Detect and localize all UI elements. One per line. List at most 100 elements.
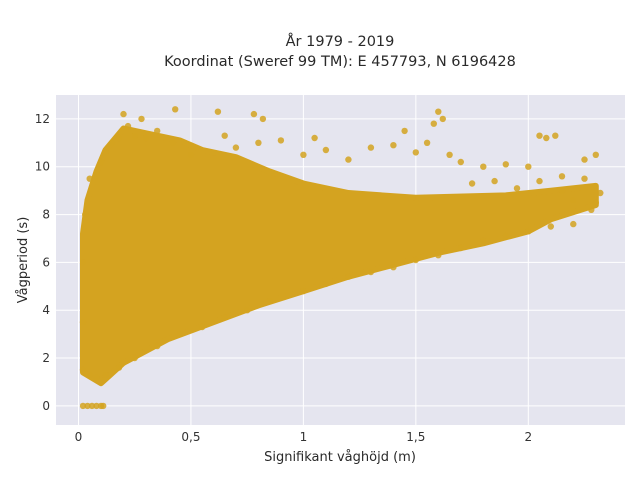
y-tick-label: 12 [35, 112, 50, 126]
data-point [552, 132, 559, 139]
data-point [169, 139, 177, 146]
data-point [142, 134, 150, 142]
data-point [97, 158, 105, 166]
data-point [430, 120, 437, 127]
data-point [502, 161, 509, 168]
data-point [491, 177, 498, 185]
data-point [131, 132, 138, 139]
x-tick-label: 0,5 [181, 430, 200, 444]
data-point [93, 402, 100, 410]
data-point [435, 252, 442, 259]
data-point [266, 297, 273, 304]
data-point [547, 223, 554, 230]
data-point [88, 402, 96, 410]
data-point [468, 180, 476, 187]
data-point [345, 273, 352, 280]
data-point [597, 189, 604, 197]
data-point [255, 139, 262, 146]
y-tick-label: 10 [35, 160, 50, 174]
data-point [311, 134, 318, 142]
x-axis-label: Signifikant våghöjd (m) [264, 450, 416, 465]
data-point [214, 108, 222, 115]
data-point [124, 122, 132, 130]
data-point [581, 156, 588, 163]
data-point [79, 319, 87, 326]
data-point [102, 371, 109, 378]
data-point [82, 211, 89, 218]
chart-title-line1: År 1979 - 2019 [286, 33, 395, 50]
data-point [221, 132, 228, 139]
data-point [570, 197, 577, 204]
data-point [592, 151, 599, 158]
data-point [322, 146, 330, 154]
data-point [115, 134, 123, 142]
data-point [390, 142, 397, 149]
data-point [588, 206, 595, 213]
data-point [79, 366, 87, 374]
data-point [232, 144, 240, 151]
data-point [446, 151, 453, 158]
data-point [439, 115, 446, 123]
data-point [367, 268, 375, 276]
data-point [199, 323, 206, 331]
data-point [581, 175, 588, 182]
data-point [457, 244, 464, 252]
data-point [525, 163, 532, 170]
data-point [187, 151, 195, 158]
data-point [558, 173, 566, 180]
data-point [592, 199, 599, 206]
data-point [172, 106, 179, 113]
data-point [102, 149, 109, 156]
data-point [513, 185, 521, 192]
data-point [401, 127, 408, 135]
data-point [322, 280, 330, 288]
data-point [109, 139, 116, 146]
data-point [120, 110, 127, 118]
x-tick-label: 0 [75, 430, 83, 444]
data-point [345, 156, 352, 163]
data-point [502, 232, 509, 240]
data-point [154, 342, 161, 350]
data-point [300, 151, 307, 158]
data-point [100, 402, 107, 410]
data-point [93, 374, 100, 381]
y-tick-label: 0 [42, 399, 50, 413]
data-point [221, 314, 228, 321]
data-point [300, 287, 307, 295]
y-axis-label: Vågperiod (s) [16, 217, 31, 304]
data-point [536, 132, 543, 139]
data-point [176, 330, 183, 338]
y-tick-label: 4 [42, 303, 50, 317]
data-point [570, 220, 577, 228]
data-point [79, 402, 87, 410]
chart-title-line2: Koordinat (Sweref 99 TM): E 457793, N 61… [164, 54, 516, 70]
y-tick-label: 6 [42, 255, 50, 269]
data-point [480, 237, 487, 245]
data-point [79, 259, 87, 266]
data-point [86, 371, 93, 378]
x-tick-label: 2 [524, 430, 532, 444]
data-point [277, 137, 285, 144]
data-point [84, 402, 91, 410]
data-point [457, 158, 464, 166]
data-point [536, 177, 543, 185]
data-point [115, 364, 123, 371]
data-point [86, 175, 93, 182]
y-tick-label: 8 [42, 208, 50, 222]
y-tick-label: 2 [42, 351, 50, 365]
tick-labels: 0 0,5 1 1,5 2 0 2 4 6 8 10 12 [35, 112, 532, 444]
data-point [244, 307, 251, 314]
data-point [543, 134, 550, 142]
data-point [138, 115, 145, 123]
data-point [423, 139, 431, 146]
data-point [250, 110, 258, 118]
data-point [435, 108, 442, 115]
data-point [525, 228, 532, 235]
scatter-points [79, 106, 604, 410]
data-point [558, 187, 566, 194]
x-tick-label: 1,5 [406, 430, 425, 444]
data-point [480, 163, 487, 170]
data-point [412, 256, 419, 264]
